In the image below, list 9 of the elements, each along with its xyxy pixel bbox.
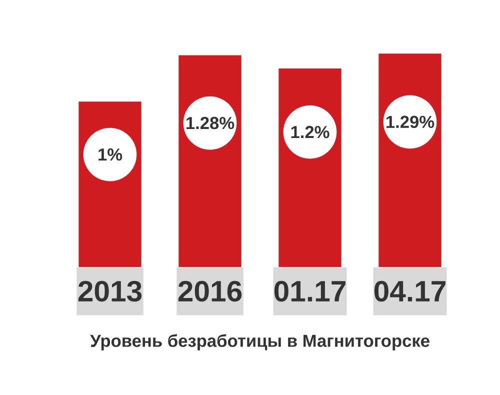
data-label: 1% [98,148,122,161]
data-label: 1.2% [291,126,330,138]
data-label: 1.28% [186,116,234,130]
data-label: 1.29% [386,116,434,128]
x-tick-label: 04.17 [374,280,446,302]
x-tick-label: 2016 [178,280,242,302]
text: Уровень безработицы в Магнитогорске [90,334,430,350]
x-tick-label: 2013 [78,280,142,302]
x-tick-label: 01.17 [274,280,346,302]
